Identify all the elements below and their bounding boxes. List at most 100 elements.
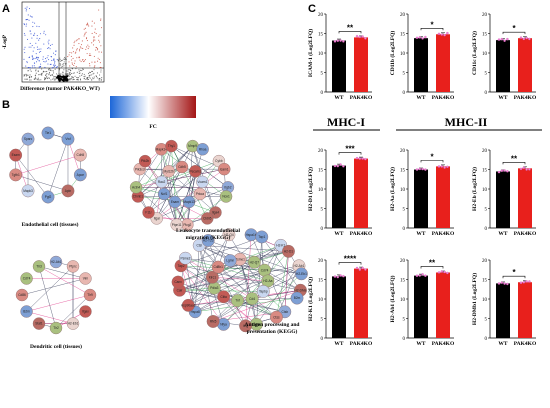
volcano-point <box>30 79 32 81</box>
network-node <box>201 234 215 247</box>
network-node-label: Ctsl <box>196 243 202 247</box>
data-point <box>336 164 339 168</box>
volcano-point <box>45 77 47 80</box>
network-node-label: Tapbp <box>259 290 268 294</box>
mhc-i-header: MHC-I <box>327 115 365 129</box>
y-tick-label: 20 <box>482 13 488 18</box>
network-edge <box>180 265 224 325</box>
network-edge <box>185 258 215 289</box>
volcano-point <box>34 32 36 34</box>
volcano-point <box>78 77 80 79</box>
volcano-point <box>38 74 40 76</box>
volcano-point <box>88 46 90 48</box>
volcano-point <box>59 68 61 70</box>
fc-colorbar-label: FC <box>149 124 156 130</box>
volcano-point <box>27 18 29 21</box>
network-node-label: Thy1 <box>168 144 175 148</box>
network-edge <box>156 171 196 219</box>
volcano-point <box>100 71 102 73</box>
volcano-point <box>51 70 53 72</box>
network-node-label: Apln <box>65 189 72 193</box>
volcano-point <box>81 73 83 75</box>
network-node-label: Itga4 <box>212 211 219 215</box>
volcano-point <box>38 26 40 28</box>
network-node <box>32 317 46 330</box>
network-edge <box>256 236 263 325</box>
network-node-label: Pecam1 <box>189 169 201 173</box>
volcano-point <box>94 39 96 41</box>
volcano-point <box>26 6 28 8</box>
volcano-point <box>31 65 33 67</box>
data-point <box>519 36 523 39</box>
volcano-point <box>24 7 26 9</box>
network-node-label: Cybb <box>215 159 223 163</box>
network-node-label: Rfx5 <box>210 320 217 324</box>
volcano-point <box>60 64 62 66</box>
volcano-point <box>69 51 71 54</box>
y-tick-label: 20 <box>482 149 488 154</box>
volcano-point <box>46 57 48 59</box>
y-tick-label: 15 <box>318 168 324 173</box>
volcano-point <box>91 70 93 73</box>
network-node-label: Klrc1 <box>209 275 216 279</box>
volcano-point <box>86 77 88 79</box>
network-node-label: H2-Q4 <box>224 233 234 237</box>
volcano-point <box>94 28 96 30</box>
volcano-point <box>81 74 83 76</box>
bar-pak4ko <box>436 272 450 338</box>
volcano-point <box>78 56 80 58</box>
network-node <box>9 148 23 162</box>
volcano-point-dense <box>59 77 62 80</box>
volcano-point <box>33 47 35 49</box>
y-tick-label: 20 <box>400 149 406 154</box>
volcano-point <box>36 25 38 27</box>
data-point <box>446 31 449 35</box>
y-tick-label: 15 <box>400 168 406 173</box>
volcano-point <box>37 48 39 51</box>
data-point <box>446 165 449 169</box>
network-edge <box>212 277 277 318</box>
volcano-point <box>37 78 39 80</box>
y-tick-label: 10 <box>318 188 324 193</box>
volcano-point <box>88 75 90 77</box>
volcano-point <box>75 40 77 42</box>
network-node-label: Cd86 <box>18 293 26 297</box>
volcano-point <box>68 54 70 56</box>
network-node <box>175 160 189 174</box>
volcano-point <box>45 34 47 36</box>
x-tick-label: PAK4KO <box>350 95 373 101</box>
volcano-point <box>31 45 33 47</box>
volcano-point <box>84 75 86 77</box>
data-point <box>525 36 528 40</box>
volcano-point <box>78 70 80 72</box>
volcano-point <box>98 74 101 76</box>
volcano-point <box>48 39 50 41</box>
network-edge <box>188 289 301 306</box>
x-tick-label: WT <box>334 231 344 237</box>
volcano-point <box>80 69 82 71</box>
volcano-point <box>85 38 88 40</box>
data-point <box>358 157 361 160</box>
volcano-point <box>35 74 37 76</box>
volcano-point <box>36 61 38 63</box>
data-point <box>528 37 531 41</box>
y-axis-label: CD11c (Log2LFQ) <box>471 31 478 75</box>
data-point <box>355 156 359 160</box>
data-point <box>522 281 526 284</box>
volcano-point <box>43 43 45 45</box>
network-node-label: Ciita <box>220 295 227 299</box>
network-node-label: Tie1 <box>45 131 51 135</box>
network-node-label: Cdh5 <box>77 153 85 157</box>
volcano-point <box>34 67 36 69</box>
volcano-point <box>80 47 82 49</box>
x-tick-label: PAK4KO <box>514 341 537 347</box>
volcano-frame <box>21 1 105 83</box>
volcano-point <box>68 75 70 77</box>
network-node-label: Sparc <box>24 137 33 141</box>
significance-bracket <box>338 31 362 34</box>
network-node <box>138 154 152 168</box>
volcano-point <box>65 70 67 72</box>
network-edge <box>177 266 219 283</box>
volcano-point <box>52 66 54 68</box>
data-point <box>418 167 421 171</box>
